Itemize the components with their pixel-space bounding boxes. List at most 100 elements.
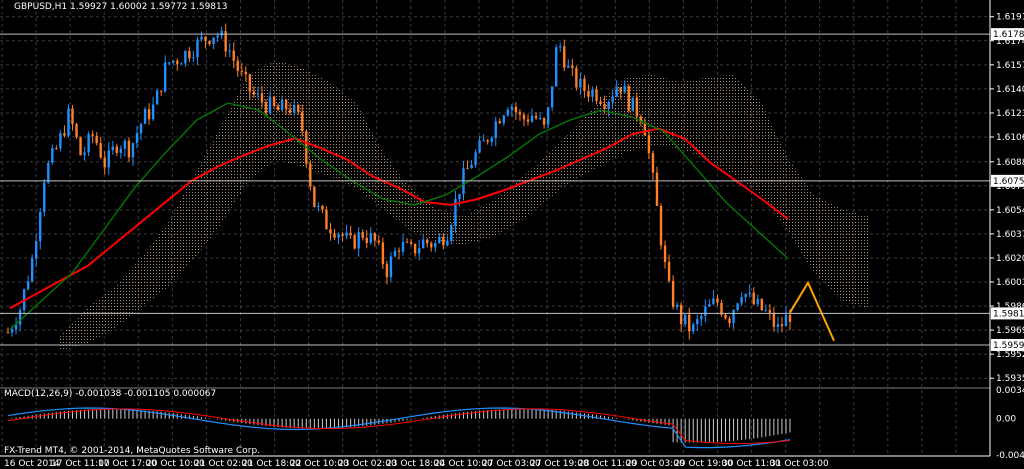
candle-body xyxy=(692,324,695,332)
candle-body xyxy=(696,319,699,325)
price-axis: 1.61910 1.61740 1.61570 1.61400 1.61230 1.610… xyxy=(990,13,1024,384)
candle-body xyxy=(655,172,659,206)
candle-body xyxy=(184,50,187,64)
price-marker-box xyxy=(991,338,1024,351)
y-tick-label: 1.61570 xyxy=(996,61,1024,71)
candle-body xyxy=(679,304,683,325)
candle-body xyxy=(591,89,594,97)
y-tick-label: 1.61740 xyxy=(996,37,1024,47)
candle-body xyxy=(760,298,763,311)
candle-body xyxy=(87,134,90,153)
candle-body xyxy=(651,153,655,173)
candle-body xyxy=(627,85,630,111)
candle-body xyxy=(413,243,417,254)
candle-body xyxy=(607,102,610,109)
candle-body xyxy=(317,205,320,207)
candle-body xyxy=(619,87,622,93)
candle-body xyxy=(220,31,223,36)
candle-body xyxy=(393,250,397,257)
candle-body xyxy=(71,108,74,125)
ichimoku-cloud xyxy=(60,60,868,351)
candle-body xyxy=(647,135,651,154)
candle-body xyxy=(510,106,514,110)
candle-body xyxy=(744,293,747,298)
candle-body xyxy=(127,140,131,158)
candle-body xyxy=(155,90,159,105)
candle-body xyxy=(83,152,86,156)
x-tick-label: 17 Oct 11:00 xyxy=(51,459,110,469)
x-tick-label: 24 Oct 10:00 xyxy=(434,459,493,469)
candle-body xyxy=(385,264,389,278)
candle-body xyxy=(18,310,22,325)
ma-green-line xyxy=(9,102,789,330)
candle-body xyxy=(6,332,10,334)
candle-body xyxy=(458,194,461,199)
candle-body xyxy=(35,241,38,259)
candle-body xyxy=(188,50,191,59)
candle-body xyxy=(623,85,626,93)
candle-body xyxy=(55,148,58,150)
y-tick-label: 1.60375 xyxy=(996,230,1024,240)
y-tick-label: 1.59355 xyxy=(996,374,1024,384)
macd-line xyxy=(7,407,791,449)
candle-body xyxy=(538,118,542,120)
candle-body xyxy=(59,133,62,149)
price-marker-box xyxy=(991,307,1024,320)
candle-body xyxy=(43,182,46,212)
macd-tick-label: 0.00 xyxy=(996,415,1016,425)
candle-body xyxy=(776,324,780,327)
candles[interactable] xyxy=(6,23,792,340)
candle-body xyxy=(506,109,510,116)
candle-body xyxy=(555,47,558,87)
candle-body xyxy=(643,122,647,136)
candle-body xyxy=(728,318,731,324)
candle-body xyxy=(603,104,606,109)
candle-body xyxy=(466,168,469,170)
candle-body xyxy=(357,232,360,249)
candle-body xyxy=(240,70,243,72)
candle-body xyxy=(381,242,385,265)
candle-body xyxy=(675,304,679,307)
candle-body xyxy=(530,115,534,122)
projection-zigzag xyxy=(789,280,835,342)
cloud-area xyxy=(60,60,868,351)
candle-body xyxy=(111,146,115,151)
candle-body xyxy=(409,241,413,244)
price-marker-box xyxy=(991,28,1024,41)
candle-body xyxy=(732,309,735,324)
candle-body xyxy=(522,114,526,120)
candle-body xyxy=(454,198,457,226)
candle-body xyxy=(772,312,776,327)
macd-label: MACD(12,26,9) -0.001038 -0.001105 0.0000… xyxy=(4,389,216,399)
y-tick-label: 1.60035 xyxy=(996,278,1024,288)
candle-body xyxy=(30,258,34,282)
candle-body xyxy=(450,225,453,241)
candle-body xyxy=(434,243,437,248)
candle-body xyxy=(708,304,711,307)
candle-body xyxy=(756,298,759,305)
candle-body xyxy=(119,148,123,153)
y-tick-label: 1.61230 xyxy=(996,109,1024,119)
candle-body xyxy=(526,119,530,122)
y-tick-label: 1.59525 xyxy=(996,350,1024,360)
candle-body xyxy=(482,140,485,142)
y-tick-label: 1.61060 xyxy=(996,133,1024,143)
candle-body xyxy=(700,315,703,320)
candle-body xyxy=(115,146,119,153)
macd-tick-label: -0.00439 xyxy=(996,451,1024,461)
candle-body xyxy=(595,89,598,102)
candle-body xyxy=(563,46,566,68)
candle-body xyxy=(534,115,538,119)
candle-body xyxy=(75,124,78,138)
x-tick-label: 28 Oct 11:00 xyxy=(578,459,637,469)
candle-body xyxy=(164,62,167,92)
candle-body xyxy=(426,239,429,244)
candle-body xyxy=(542,118,546,125)
candle-body xyxy=(159,90,163,92)
candle-body xyxy=(276,106,280,111)
candle-body xyxy=(208,40,211,45)
price-marker-label: 1.59590 xyxy=(993,341,1024,351)
symbol-header: GBPUSD,H1 1.59927 1.60002 1.59772 1.5981… xyxy=(14,2,227,12)
candle-body xyxy=(688,314,691,332)
